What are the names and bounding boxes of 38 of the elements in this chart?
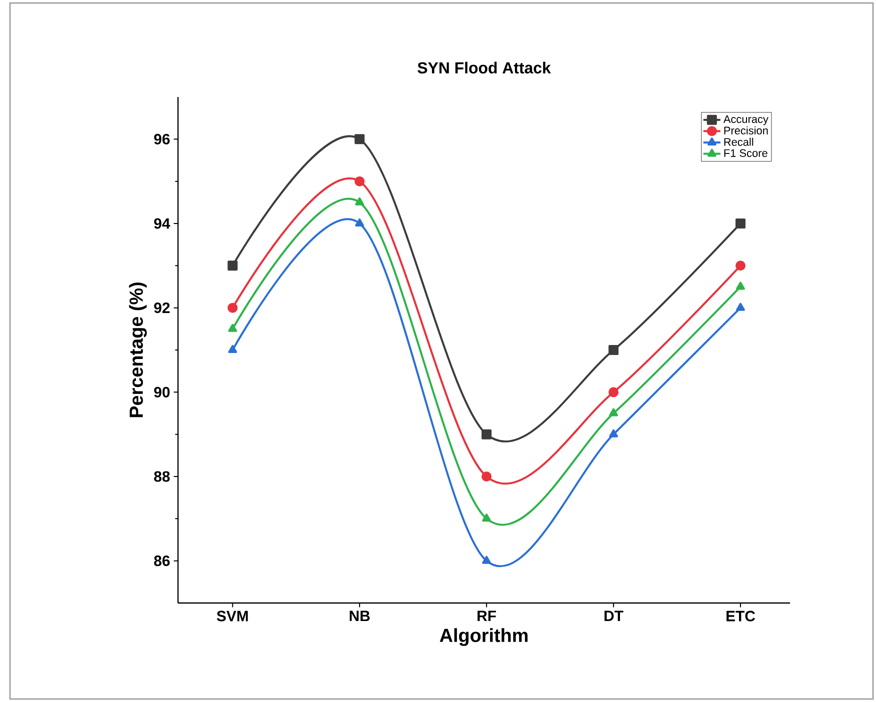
legend-label: Precision bbox=[724, 126, 768, 134]
point bbox=[609, 408, 618, 416]
x-tick-label: DT bbox=[604, 610, 624, 622]
point bbox=[228, 324, 238, 332]
x-tick-label: ETC bbox=[726, 610, 756, 622]
point bbox=[354, 176, 365, 186]
point bbox=[228, 260, 238, 271]
point bbox=[482, 556, 492, 564]
point bbox=[482, 471, 492, 482]
point bbox=[736, 302, 745, 311]
point bbox=[608, 344, 619, 355]
point bbox=[482, 514, 492, 522]
x-tick-label: RF bbox=[478, 610, 496, 622]
x-axis-title: Algorithm bbox=[440, 628, 528, 646]
point bbox=[355, 218, 364, 226]
x-tick-label: NB bbox=[350, 610, 370, 622]
legend-label: Accuracy bbox=[723, 115, 768, 126]
point bbox=[735, 260, 746, 271]
legend-label: F1 Score bbox=[724, 149, 768, 157]
point bbox=[736, 282, 745, 290]
y-tick-label: 94 bbox=[154, 218, 170, 229]
y-tick-label: 92 bbox=[154, 302, 170, 314]
y-tick-label: 88 bbox=[154, 471, 170, 482]
point bbox=[608, 387, 619, 398]
point bbox=[354, 134, 365, 144]
y-tick-label: 90 bbox=[154, 386, 170, 398]
x-tick-label: SVM bbox=[216, 610, 248, 622]
legend-label: Recall bbox=[724, 138, 754, 146]
point bbox=[735, 218, 746, 228]
point bbox=[609, 429, 618, 438]
chart-title: SYN Flood Attack bbox=[418, 62, 551, 74]
y-tick-label: 96 bbox=[154, 134, 170, 144]
point bbox=[482, 429, 492, 440]
point bbox=[228, 344, 238, 353]
y-tick-label: 86 bbox=[154, 556, 170, 566]
y-axis-title: Percentage (%) bbox=[129, 282, 147, 418]
point bbox=[355, 197, 364, 206]
point bbox=[228, 302, 238, 313]
